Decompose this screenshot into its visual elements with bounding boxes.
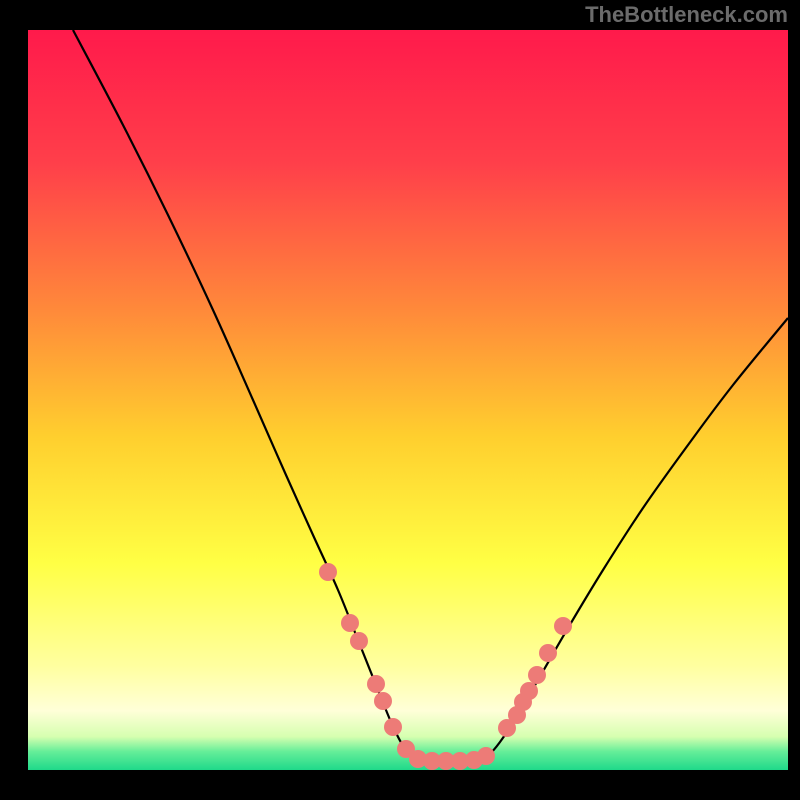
- data-point: [350, 632, 368, 650]
- data-point: [539, 644, 557, 662]
- data-point: [367, 675, 385, 693]
- data-point: [384, 718, 402, 736]
- gradient-background: [28, 30, 788, 770]
- data-point: [341, 614, 359, 632]
- data-point: [319, 563, 337, 581]
- data-point: [520, 682, 538, 700]
- data-point: [554, 617, 572, 635]
- watermark-text: TheBottleneck.com: [585, 2, 788, 28]
- data-point: [477, 747, 495, 765]
- data-point: [528, 666, 546, 684]
- data-point: [374, 692, 392, 710]
- bottleneck-curve-chart: [28, 30, 788, 770]
- plot-area: [28, 30, 788, 770]
